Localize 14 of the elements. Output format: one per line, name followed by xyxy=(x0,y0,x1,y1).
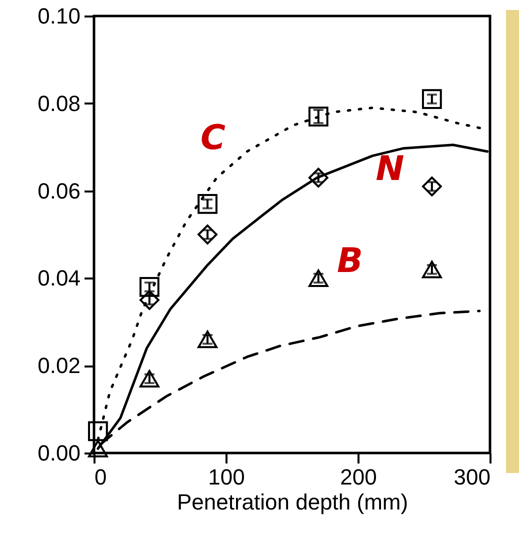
x-tick-label: 200 xyxy=(340,464,377,490)
y-tick-label: 0.00 xyxy=(38,440,80,466)
annotation: B xyxy=(337,241,363,281)
x-tick-label: 100 xyxy=(208,464,245,490)
y-tick-label: 0.06 xyxy=(38,178,80,204)
y-tick-label: 0.08 xyxy=(38,90,80,116)
y-tick-label: 0.10 xyxy=(38,4,80,28)
x-axis-title: Penetration depth (mm) xyxy=(176,490,408,514)
annotation: C xyxy=(200,118,226,158)
y-tick-label: 0.02 xyxy=(38,353,80,378)
x-tick-label: 300 xyxy=(454,464,490,490)
annotation: N xyxy=(376,149,404,189)
x-tick-label: 0 xyxy=(94,464,107,490)
y-tick-label: 0.04 xyxy=(38,266,80,291)
